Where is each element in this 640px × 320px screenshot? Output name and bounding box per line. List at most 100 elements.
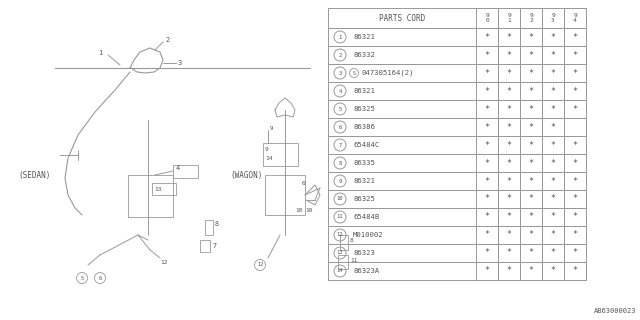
Bar: [476, 262, 498, 280]
Bar: [564, 82, 586, 100]
Bar: [328, 100, 586, 118]
Text: *: *: [529, 195, 534, 204]
Text: *: *: [506, 267, 511, 276]
Bar: [476, 208, 498, 226]
Text: 9
2: 9 2: [529, 13, 533, 23]
Text: S: S: [353, 70, 355, 76]
Text: *: *: [506, 140, 511, 149]
Bar: [476, 82, 498, 100]
Bar: [476, 136, 498, 154]
Text: 9
0: 9 0: [485, 13, 489, 23]
Bar: [564, 46, 586, 64]
Text: *: *: [529, 212, 534, 221]
Bar: [542, 136, 564, 154]
Text: 9
1: 9 1: [507, 13, 511, 23]
Text: *: *: [506, 195, 511, 204]
Bar: [564, 244, 586, 262]
Bar: [520, 100, 542, 118]
Text: 3: 3: [339, 70, 342, 76]
Text: *: *: [529, 86, 534, 95]
Bar: [542, 226, 564, 244]
Text: *: *: [573, 195, 577, 204]
Text: 12: 12: [257, 262, 263, 268]
Bar: [564, 136, 586, 154]
Text: *: *: [529, 51, 534, 60]
Bar: [128, 175, 173, 217]
Bar: [542, 154, 564, 172]
Bar: [564, 100, 586, 118]
Bar: [542, 28, 564, 46]
Text: 4: 4: [339, 89, 342, 93]
Bar: [542, 244, 564, 262]
Text: 14: 14: [337, 268, 343, 274]
Bar: [328, 82, 586, 100]
Text: *: *: [550, 105, 556, 114]
Bar: [328, 46, 586, 64]
Text: 13: 13: [154, 187, 161, 191]
Text: *: *: [484, 51, 490, 60]
Text: *: *: [573, 158, 577, 167]
Bar: [564, 226, 586, 244]
Bar: [520, 136, 542, 154]
Bar: [498, 226, 520, 244]
Text: 11: 11: [337, 214, 343, 220]
Bar: [498, 154, 520, 172]
Bar: [498, 262, 520, 280]
Text: 10: 10: [337, 196, 343, 202]
Bar: [498, 82, 520, 100]
Text: (SEDAN): (SEDAN): [18, 171, 51, 180]
Bar: [564, 118, 586, 136]
Text: *: *: [484, 212, 490, 221]
Bar: [498, 244, 520, 262]
Bar: [328, 154, 586, 172]
Bar: [476, 28, 498, 46]
Text: *: *: [506, 51, 511, 60]
Bar: [520, 28, 542, 46]
Text: 8: 8: [339, 161, 342, 165]
Bar: [498, 28, 520, 46]
Text: *: *: [573, 51, 577, 60]
Text: *: *: [484, 158, 490, 167]
Text: 86332: 86332: [353, 52, 375, 58]
Bar: [542, 46, 564, 64]
Bar: [542, 190, 564, 208]
Text: *: *: [529, 105, 534, 114]
Text: 86321: 86321: [353, 178, 375, 184]
Text: 8: 8: [350, 237, 354, 243]
Bar: [263, 143, 298, 166]
Bar: [328, 172, 586, 190]
Bar: [520, 8, 542, 28]
Text: *: *: [550, 212, 556, 221]
Text: 14: 14: [265, 156, 273, 161]
Text: *: *: [573, 177, 577, 186]
Text: AB63000023: AB63000023: [593, 308, 636, 314]
Bar: [520, 208, 542, 226]
Text: *: *: [529, 230, 534, 239]
Bar: [542, 172, 564, 190]
Text: 1: 1: [339, 35, 342, 39]
Text: *: *: [484, 177, 490, 186]
Bar: [542, 8, 564, 28]
Text: *: *: [484, 123, 490, 132]
Text: *: *: [506, 123, 511, 132]
Text: *: *: [506, 249, 511, 258]
Bar: [520, 82, 542, 100]
Bar: [328, 118, 586, 136]
Text: *: *: [484, 230, 490, 239]
Bar: [542, 208, 564, 226]
Text: *: *: [573, 249, 577, 258]
Text: *: *: [550, 33, 556, 42]
Text: *: *: [506, 158, 511, 167]
Text: *: *: [550, 140, 556, 149]
Bar: [564, 262, 586, 280]
Text: *: *: [550, 51, 556, 60]
Text: 5: 5: [339, 107, 342, 111]
Text: (WAGON): (WAGON): [230, 171, 262, 180]
Bar: [498, 118, 520, 136]
Text: *: *: [550, 195, 556, 204]
Text: *: *: [550, 249, 556, 258]
Text: *: *: [484, 68, 490, 77]
Bar: [328, 28, 586, 46]
Bar: [498, 172, 520, 190]
Text: *: *: [506, 105, 511, 114]
